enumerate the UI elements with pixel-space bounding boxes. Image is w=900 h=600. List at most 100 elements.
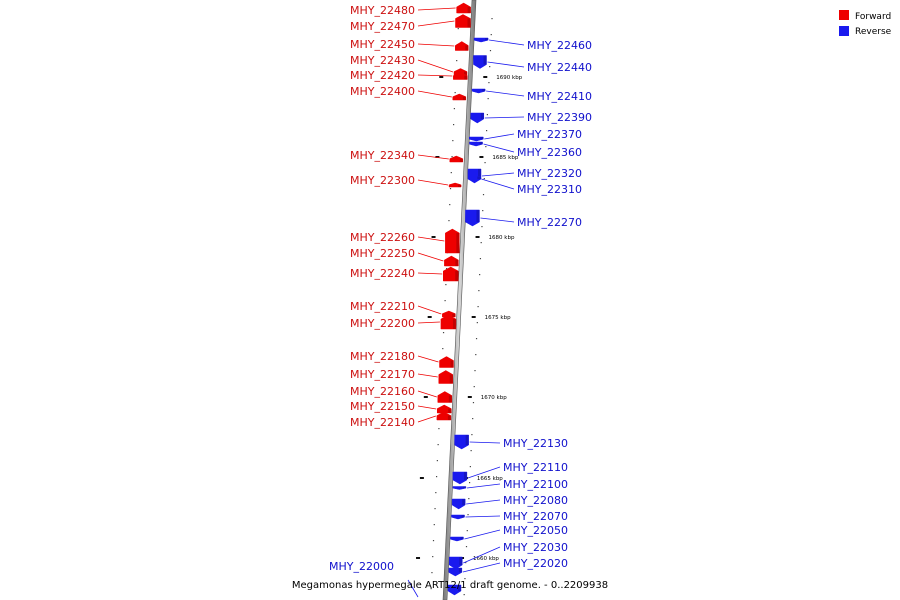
label-leader: [464, 529, 501, 540]
gene-feature-mhy-22130[interactable]: [454, 434, 469, 450]
gene-feature-mhy-22300[interactable]: [448, 182, 462, 188]
gene-feature-mhy-22410[interactable]: [471, 88, 486, 94]
gene-label[interactable]: MHY_22080: [503, 494, 568, 507]
gene-label[interactable]: MHY_22240: [350, 267, 415, 280]
gene-feature-mhy-22340[interactable]: [449, 155, 464, 163]
gene-label[interactable]: MHY_22430: [350, 54, 415, 67]
gene-feature-mhy-22420[interactable]: [453, 72, 468, 80]
gene-label[interactable]: MHY_22470: [350, 20, 415, 33]
gene-label[interactable]: MHY_22070: [503, 510, 568, 523]
gene-label[interactable]: MHY_22260: [350, 231, 415, 244]
label-leader: [469, 441, 501, 444]
scale-tick-label: 1690 kbp: [496, 75, 522, 81]
minor-tick: [442, 332, 445, 334]
gene-label[interactable]: MHY_22360: [517, 146, 582, 159]
label-leader: [417, 252, 444, 262]
gene-label[interactable]: MHY_22050: [503, 524, 568, 537]
gene-feature-mhy-22360[interactable]: [469, 141, 483, 147]
gene-feature-mhy-22440[interactable]: [473, 55, 487, 69]
gene-feature-mhy-22250[interactable]: [444, 255, 459, 267]
gene-feature-shade: [464, 71, 468, 76]
gene-feature-mhy-22310[interactable]: [468, 176, 481, 182]
gene-feature-mhy-22240[interactable]: [443, 266, 459, 282]
gene-label[interactable]: MHY_22140: [350, 416, 415, 429]
gene-label[interactable]: MHY_22200: [350, 317, 415, 330]
gene-label[interactable]: MHY_22370: [517, 128, 582, 141]
legend-reverse-swatch: [839, 26, 849, 36]
gene-feature-mhy-22140[interactable]: [436, 411, 452, 421]
gene-label[interactable]: MHY_22310: [517, 183, 582, 196]
gene-feature-mhy-22370[interactable]: [469, 136, 484, 142]
gene-feature-mhy-22180[interactable]: [439, 356, 454, 368]
scale-tick-mark: [467, 396, 472, 398]
gene-label[interactable]: MHY_22440: [527, 61, 592, 74]
gene-feature-mhy-22450[interactable]: [455, 41, 469, 51]
gene-feature-mhy-22460[interactable]: [473, 37, 489, 43]
gene-label[interactable]: MHY_22030: [503, 541, 568, 554]
gene-feature-mhy-22100[interactable]: [452, 486, 467, 490]
minor-tick: [463, 594, 465, 596]
gene-feature-mhy-22400[interactable]: [452, 93, 467, 101]
gene-feature-mhy-22480[interactable]: [456, 2, 471, 14]
gene-label[interactable]: MHY_22020: [503, 557, 568, 570]
gene-label[interactable]: MHY_22420: [350, 69, 415, 82]
minor-tick: [464, 578, 466, 580]
gene-label[interactable]: MHY_22000: [329, 560, 394, 573]
minor-tick: [479, 274, 481, 276]
gene-feature-mhy-22000[interactable]: [447, 584, 462, 596]
gene-label[interactable]: MHY_22460: [527, 39, 592, 52]
gene-feature-mhy-22170[interactable]: [438, 370, 454, 384]
gene-feature-mhy-22110[interactable]: [452, 471, 468, 485]
gene-label[interactable]: MHY_22170: [350, 368, 415, 381]
gene-label[interactable]: MHY_22320: [517, 167, 582, 180]
gene-label[interactable]: MHY_22250: [350, 247, 415, 260]
gene-feature-mhy-22270[interactable]: [465, 209, 480, 227]
gene-feature-mhy-22070[interactable]: [451, 514, 465, 520]
gene-feature-mhy-22160[interactable]: [437, 391, 453, 403]
gene-feature-mhy-22390[interactable]: [470, 112, 485, 124]
gene-feature-mhy-22080[interactable]: [451, 498, 466, 510]
gene-feature-mhy-22030[interactable]: [449, 556, 463, 570]
gene-feature-mhy-22150[interactable]: [436, 404, 452, 414]
genome-caption: Megamonas hypermegale ART12/1 draft geno…: [292, 580, 608, 591]
legend: Forward Reverse: [839, 10, 892, 37]
minor-tick: [436, 460, 438, 462]
gene-feature-mhy-22050[interactable]: [450, 536, 464, 542]
gene-label[interactable]: MHY_22110: [503, 461, 568, 474]
minor-tick: [430, 588, 432, 590]
gene-label[interactable]: MHY_22270: [517, 216, 582, 229]
gene-label[interactable]: MHY_22450: [350, 38, 415, 51]
gene-label[interactable]: MHY_22480: [350, 4, 415, 17]
label-leader: [417, 20, 455, 27]
label-leader: [481, 172, 515, 177]
gene-label[interactable]: MHY_22130: [503, 437, 568, 450]
gene-feature-mhy-22260[interactable]: [445, 228, 460, 254]
gene-label[interactable]: MHY_22100: [503, 478, 568, 491]
minor-tick: [434, 508, 436, 510]
gene-label[interactable]: MHY_22400: [350, 85, 415, 98]
scale-tick-label: 1680 kbp: [489, 235, 515, 241]
legend-forward-label: Forward: [855, 12, 891, 22]
label-leader: [417, 390, 437, 398]
gene-label[interactable]: MHY_22410: [527, 90, 592, 103]
gene-label[interactable]: MHY_22180: [350, 350, 415, 363]
gene-label[interactable]: MHY_22390: [527, 111, 592, 124]
gene-feature-mhy-22470[interactable]: [455, 14, 471, 28]
label-leader: [417, 415, 437, 423]
minor-tick: [453, 108, 455, 110]
gene-feature-shade: [462, 486, 466, 489]
gene-feature-mhy-22020[interactable]: [448, 567, 463, 577]
gene-feature-mhy-22200[interactable]: [440, 314, 457, 330]
gene-label[interactable]: MHY_22150: [350, 400, 415, 413]
minor-tick: [472, 402, 475, 404]
gene-label[interactable]: MHY_22160: [350, 385, 415, 398]
scale-tick-mark-left: [435, 156, 440, 158]
gene-label[interactable]: MHY_22340: [350, 149, 415, 162]
gene-label[interactable]: MHY_22210: [350, 300, 415, 313]
gene-feature-mhy-22210[interactable]: [442, 310, 456, 318]
genome-backbone: [442, 0, 477, 600]
gene-label[interactable]: MHY_22300: [350, 174, 415, 187]
minor-tick: [453, 124, 455, 126]
minor-tick: [468, 482, 471, 484]
gene-feature-shade: [455, 271, 459, 281]
